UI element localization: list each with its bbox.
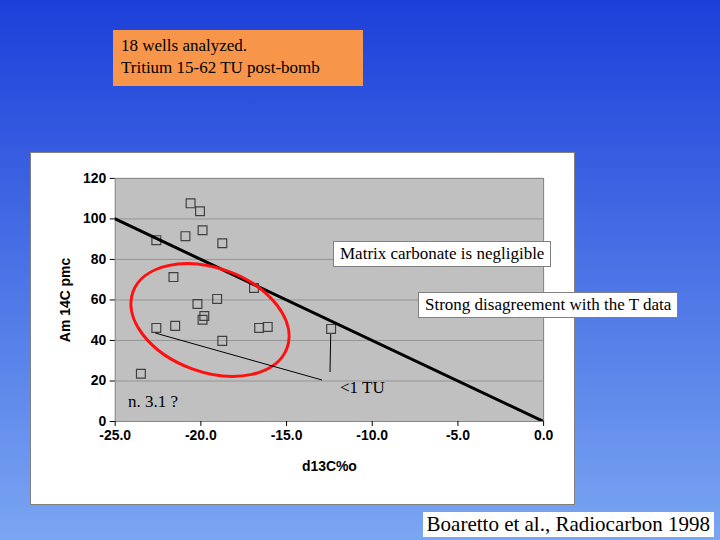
svg-text:-10.0: -10.0 xyxy=(356,427,388,443)
svg-text:Am 14C pmc: Am 14C pmc xyxy=(57,257,73,342)
svg-text:0: 0 xyxy=(98,413,106,429)
svg-text:-15.0: -15.0 xyxy=(271,427,303,443)
html-text:Strong disagreement with the T: Strong disagreement with the T data xyxy=(425,295,672,314)
svg-text:d13C%o: d13C%o xyxy=(302,458,357,474)
html-text:Matrix carbonate is negligible: Matrix carbonate is negligible xyxy=(340,244,545,263)
svg-text:100: 100 xyxy=(83,210,107,226)
svg-text:-25.0: -25.0 xyxy=(99,427,131,443)
svg-text:20: 20 xyxy=(91,372,107,388)
svg-text:0.0: 0.0 xyxy=(534,427,554,443)
html-text:18 wells analyzed.: 18 wells analyzed. xyxy=(121,36,247,55)
html-text:Tritium 15-62 TU post-bomb: Tritium 15-62 TU post-bomb xyxy=(121,58,320,77)
html-text:n. 3.1 ?: n. 3.1 ? xyxy=(128,392,178,411)
svg-text:120: 120 xyxy=(83,170,107,186)
svg-text:-5.0: -5.0 xyxy=(446,427,470,443)
svg-text:-20.0: -20.0 xyxy=(185,427,217,443)
svg-text:80: 80 xyxy=(91,251,107,267)
html-text:<1 TU: <1 TU xyxy=(340,378,385,397)
html-text:Boaretto et al., Radiocarbon 1: Boaretto et al., Radiocarbon 1998 xyxy=(426,512,710,536)
svg-text:60: 60 xyxy=(91,291,107,307)
svg-text:40: 40 xyxy=(91,332,107,348)
